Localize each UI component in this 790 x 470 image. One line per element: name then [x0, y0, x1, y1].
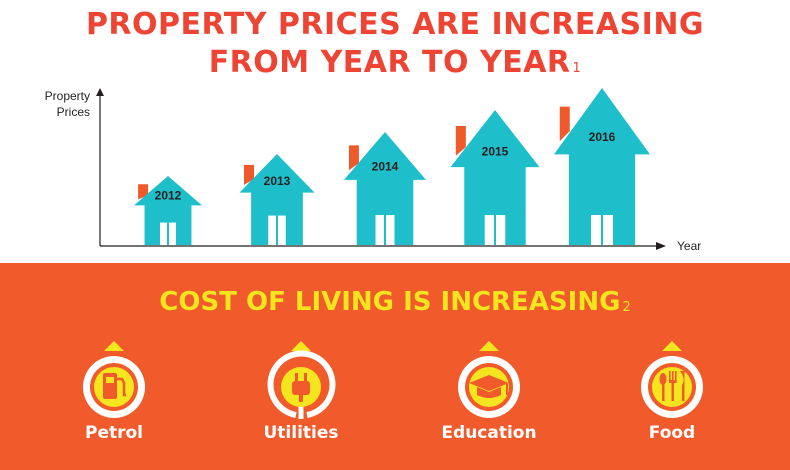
cost-title-footnote: 2	[622, 300, 631, 315]
page-title: PROPERTY PRICES ARE INCREASING	[0, 6, 790, 44]
house-bar	[239, 154, 315, 245]
cost-label-petrol: Petrol	[84, 423, 143, 443]
fuel-pump-icon	[83, 341, 145, 418]
cost-label-utilities: Utilities	[263, 423, 339, 443]
y-axis-label-line1: Property	[45, 89, 90, 103]
cost-title-text: COST OF LIVING IS INCREASING	[159, 287, 621, 317]
title-line-2: FROM YEAR TO YEAR	[208, 45, 571, 80]
house-bar	[450, 110, 540, 245]
x-axis-arrow	[656, 242, 666, 250]
house-bar	[134, 176, 202, 245]
house-chimney	[455, 125, 466, 156]
cost-label-food: Food	[648, 423, 696, 443]
page-title-line-2: FROM YEAR TO YEAR 1	[0, 44, 790, 82]
y-axis-label-line2: Prices	[57, 105, 90, 119]
house-bar	[554, 88, 650, 245]
cost-section-title: COST OF LIVING IS INCREASING 2	[0, 285, 790, 319]
y-axis-arrow	[96, 88, 104, 96]
house-chimney	[559, 106, 570, 142]
cost-item-food: Food	[612, 335, 732, 443]
house-year-label: 2012	[155, 189, 182, 203]
house-chimney	[348, 145, 359, 171]
house-bar	[344, 132, 426, 245]
house-year-label: 2015	[482, 145, 509, 159]
house-year-label: 2016	[589, 130, 616, 144]
cost-item-petrol: Petrol	[54, 335, 174, 443]
house-year-label: 2013	[264, 174, 291, 188]
property-price-chart: Property Prices Year 2012 2013 2014 2015 2016	[45, 88, 701, 253]
title-line-1: PROPERTY PRICES ARE INCREASING	[85, 7, 705, 42]
cost-label-education: Education	[441, 423, 537, 443]
x-axis-label: Year	[677, 239, 701, 253]
house-chimney	[244, 164, 254, 185]
title-footnote: 1	[572, 61, 582, 76]
house-year-label: 2014	[372, 159, 399, 173]
graduation-cap-icon	[458, 341, 520, 418]
cutlery-icon	[641, 341, 703, 418]
plug-icon	[267, 341, 336, 419]
cost-item-education: Education	[429, 335, 549, 443]
cost-item-utilities: Utilities	[241, 335, 361, 443]
